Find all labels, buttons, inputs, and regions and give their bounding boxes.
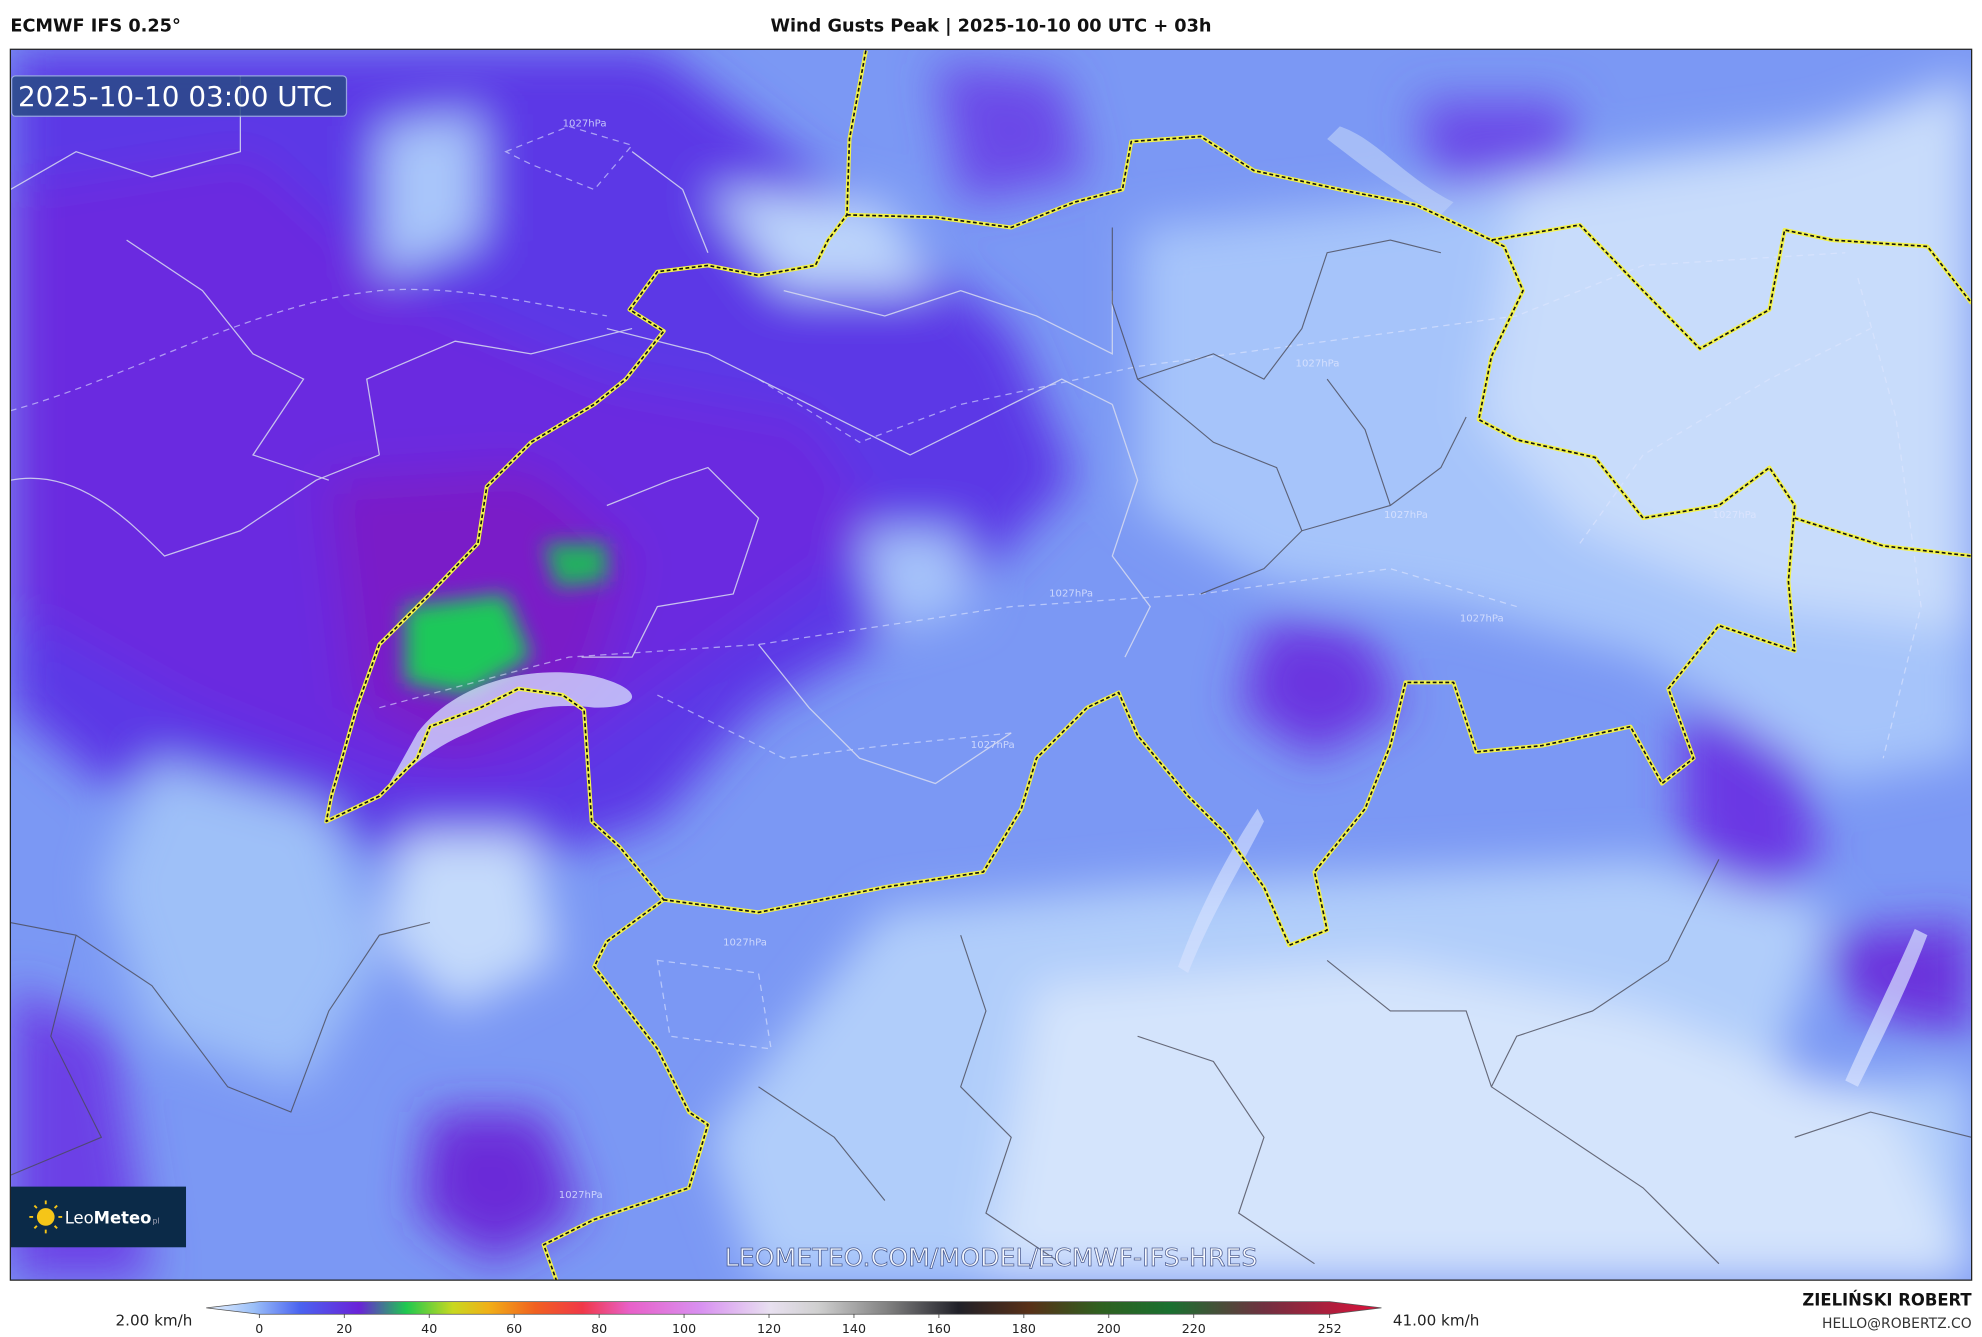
logo-sun — [36, 1208, 55, 1226]
colorbar-tick-label: 100 — [672, 1321, 696, 1336]
map-frame — [9, 48, 1973, 1281]
colorbar-tick-label: 200 — [1097, 1321, 1121, 1336]
lake — [1178, 808, 1264, 974]
lake — [1327, 126, 1454, 215]
wind-field — [10, 49, 1972, 1281]
colorbar-tick-label: 60 — [506, 1321, 522, 1336]
colorbar-bar — [206, 1301, 1382, 1315]
colorbar-min: 2.00 km/h — [116, 1312, 193, 1330]
colorbar-max: 41.00 km/h — [1393, 1312, 1479, 1330]
colorbar-tick-label: 140 — [842, 1321, 866, 1336]
isobar-label: 1027hPa — [559, 1190, 603, 1201]
isobar-label: 1027hPa — [1713, 510, 1757, 521]
logo-leo: Leo — [65, 1208, 94, 1227]
logo-text: LeoMeteopl — [65, 1208, 160, 1227]
colorbar-tick-label: 20 — [336, 1321, 352, 1336]
colorbar-tick-label: 220 — [1182, 1321, 1206, 1336]
isobars — [10, 125, 1922, 1050]
isobar-label: 1027hPa — [1049, 588, 1093, 599]
logo-rays — [29, 1200, 63, 1234]
model-label: ECMWF IFS 0.25° — [10, 17, 180, 37]
colorbar-tick-label: 180 — [1012, 1321, 1036, 1336]
isobar-label: 1027hPa — [563, 118, 607, 129]
colorbar: 0 20 40 60 80 100 120 140 160 180 200 220 252 — [206, 1301, 1382, 1336]
isobar-label: 1027hPa — [1296, 358, 1340, 369]
title: Wind Gusts Peak | 2025-10-10 00 UTC + 03… — [770, 17, 1211, 37]
isobar-label: 1027hPa — [1384, 510, 1428, 521]
author: ZIELIŃSKI ROBERT — [1802, 1290, 1972, 1309]
map: 1027hPa 1027hPa 1027hPa 1027hPa 1027hPa … — [10, 49, 1972, 1281]
colorbar-tick-label: 0 — [255, 1321, 263, 1336]
isobar-label: 1027hPa — [723, 937, 767, 948]
url-watermark: LEOMETEO.COM/MODEL/ECMWF-IFS-HRES — [725, 1243, 1258, 1272]
timestamp: 2025-10-10 03:00 UTC — [18, 80, 332, 113]
colorbar-tick-label: 252 — [1318, 1321, 1342, 1336]
colorbar-tick-label: 160 — [927, 1321, 951, 1336]
colorbar-tick-label: 40 — [421, 1321, 437, 1336]
regional-borders — [10, 75, 1151, 785]
country-borders — [10, 227, 1972, 1265]
national-border — [324, 50, 1972, 1281]
gust-peak — [404, 543, 607, 696]
lake — [1845, 928, 1928, 1087]
isobar-label: 1027hPa — [1460, 614, 1504, 625]
colorbar-tick-label: 80 — [591, 1321, 607, 1336]
email: HELLO@ROBERTZ.CO — [1822, 1316, 1972, 1332]
colorbar-tick-label: 120 — [757, 1321, 781, 1336]
logo-suffix: pl — [153, 1216, 160, 1225]
logo-meteo: Meteo — [94, 1208, 152, 1227]
timestamp-box — [10, 75, 348, 117]
